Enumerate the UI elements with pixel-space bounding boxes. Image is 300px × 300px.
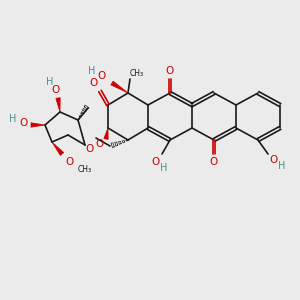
- Polygon shape: [31, 123, 45, 127]
- Text: O: O: [166, 66, 174, 76]
- Text: H: H: [46, 77, 54, 87]
- Text: O: O: [86, 144, 94, 154]
- Polygon shape: [111, 81, 128, 93]
- Text: CH₃: CH₃: [78, 166, 92, 175]
- Text: O: O: [52, 85, 60, 95]
- Text: CH₃: CH₃: [130, 68, 144, 77]
- Polygon shape: [56, 98, 60, 112]
- Text: O: O: [19, 118, 27, 128]
- Text: O: O: [90, 78, 98, 88]
- Text: H: H: [88, 66, 96, 76]
- Polygon shape: [104, 128, 108, 140]
- Text: O: O: [96, 139, 104, 149]
- Text: O: O: [98, 71, 106, 81]
- Text: O: O: [66, 157, 74, 167]
- Text: O: O: [152, 157, 160, 167]
- Text: H: H: [160, 163, 168, 173]
- Text: O: O: [210, 157, 218, 167]
- Text: H: H: [278, 161, 286, 171]
- Text: H: H: [9, 114, 17, 124]
- Polygon shape: [52, 142, 64, 155]
- Text: O: O: [270, 155, 278, 165]
